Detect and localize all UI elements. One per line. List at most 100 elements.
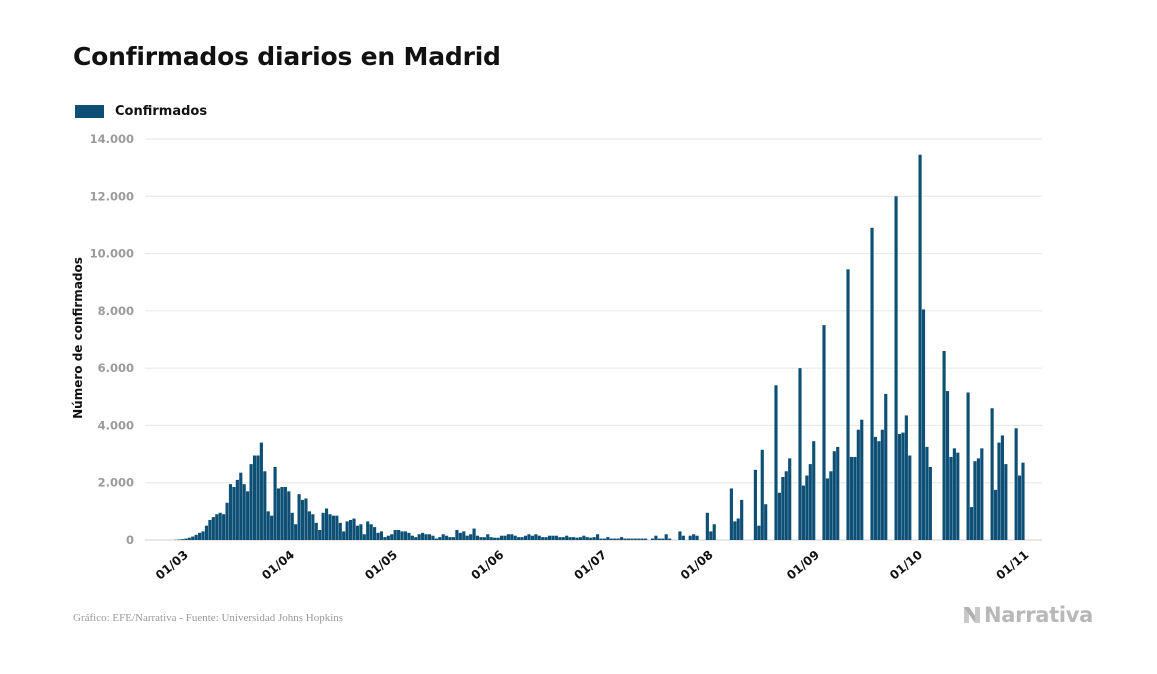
bar [218,512,222,540]
bar [877,441,881,540]
bar [417,534,421,540]
bar [300,499,305,540]
bar [832,451,836,540]
bar [355,525,360,540]
bar [510,534,514,540]
bar [328,514,332,540]
bar [1021,462,1025,540]
bar [541,537,545,540]
bar [424,534,428,540]
bar [945,391,950,540]
bar [191,536,195,540]
bar [266,511,270,540]
x-tick-label: 01/07 [571,548,609,583]
bar [520,537,524,540]
bar [894,196,898,541]
bar [311,514,315,540]
bar [764,504,768,540]
bar [784,471,788,540]
gridlines [145,138,1042,541]
legend: Confirmados [75,104,207,119]
bar [966,392,970,540]
bar [623,538,627,540]
bar [489,537,493,540]
bar [235,479,239,540]
bar [856,429,860,540]
bar [620,537,624,540]
chart-title: Confirmados diarios en Madrid [73,42,501,71]
bar [475,535,480,540]
bar [451,537,456,540]
bar [836,446,840,540]
bar [321,512,325,540]
bar [294,524,298,540]
bar [596,534,600,540]
bar [493,537,497,540]
bar [290,512,294,540]
bar [1014,428,1018,540]
bar [551,535,555,540]
bar [558,537,562,540]
bar [568,537,572,540]
bar [362,534,366,540]
bar [760,449,764,540]
bar [880,429,884,540]
x-tick-label: 01/04 [259,548,297,583]
bar [465,535,469,540]
bar [904,415,908,540]
bar [822,325,826,540]
bar [952,448,956,540]
bar [441,534,445,540]
bar [246,491,250,540]
bar [331,515,335,540]
bar [990,408,994,540]
bar [812,441,816,540]
bar [997,442,1001,540]
bar [479,537,483,540]
bar [661,538,665,540]
bar [421,532,425,540]
x-axis-ticks: 01/03 01/04 01/05 01/06 01/07 01/08 01/09 01/10… [153,548,1031,583]
bar [280,487,284,540]
bar [270,515,274,540]
bar [201,531,205,540]
bar [664,534,668,540]
bar [276,488,281,540]
bar [884,393,888,540]
bar [283,487,287,540]
bar [434,538,438,540]
bar [918,154,922,540]
bar [547,535,552,540]
bar [252,455,257,540]
bars [174,154,1025,541]
bar [976,458,980,540]
bar [808,464,812,540]
bar [249,464,253,540]
bar [194,534,198,540]
bar [537,535,541,540]
bar [757,525,761,540]
bar [345,521,349,540]
bar [695,535,699,540]
bar [956,452,960,540]
bar [709,531,713,540]
bar [534,534,538,540]
y-tick-label: 10.000 [90,247,134,261]
bar [242,484,246,540]
x-tick-label: 01/11 [993,548,1031,583]
bar [969,507,974,540]
bar [589,537,593,540]
bar [414,537,418,540]
bar [314,522,318,540]
bar [753,469,757,540]
bar [225,502,229,540]
brand-text: Narrativa [984,603,1094,627]
bar [736,518,740,540]
bar [860,419,864,540]
bar [942,350,946,540]
bar [1000,435,1004,540]
bar [198,532,202,540]
y-tick-label: 0 [126,533,134,547]
y-axis-label: Número de confirmados [71,257,85,419]
